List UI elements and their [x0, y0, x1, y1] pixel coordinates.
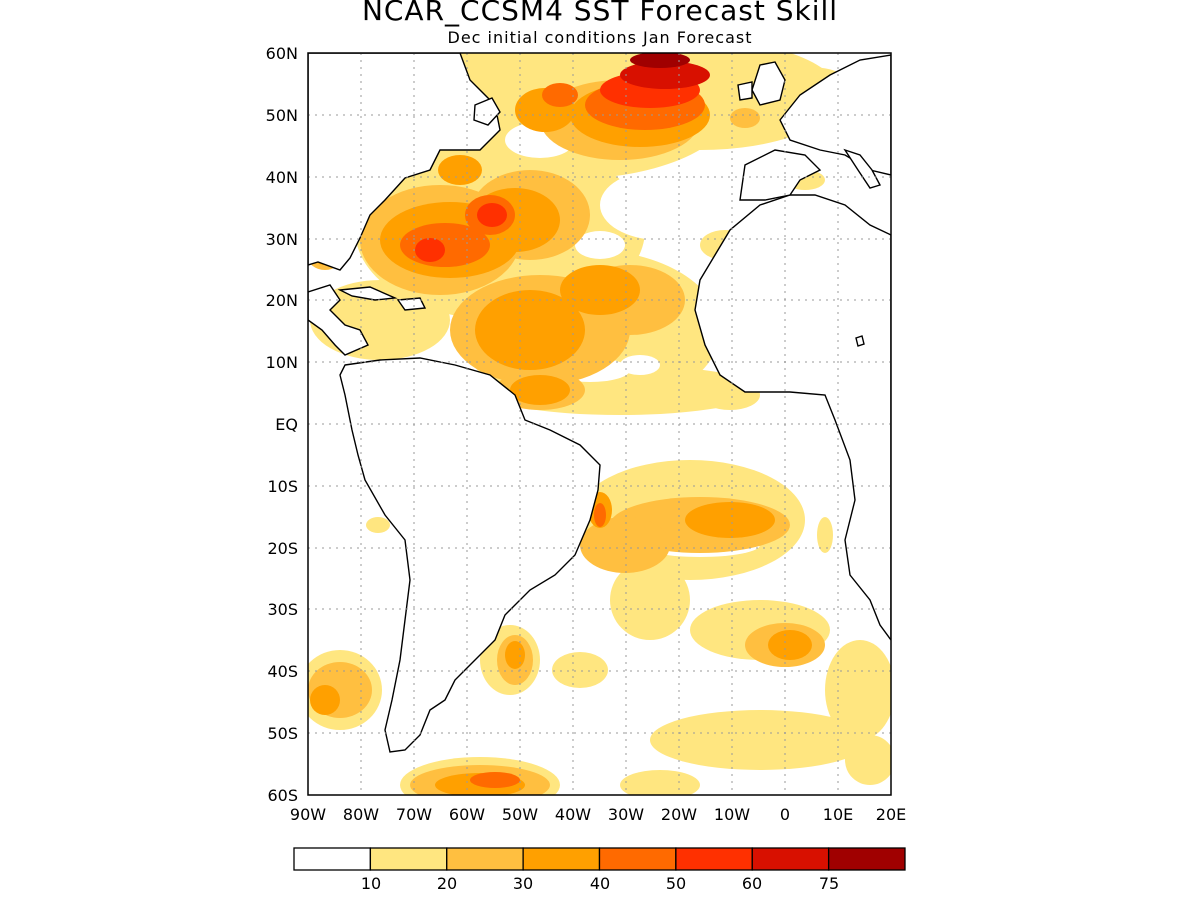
lat-label: 50S — [267, 724, 298, 743]
colorbar-label: 60 — [742, 874, 762, 893]
colorbar-swatch — [293, 847, 372, 871]
newfoundland-land — [473, 97, 501, 126]
lat-label: 30N — [266, 230, 298, 249]
lat-label: 60S — [267, 786, 298, 805]
lon-label: 90W — [290, 805, 326, 824]
colorbar-label: 20 — [437, 874, 457, 893]
colorbar-labels: 10 20 30 40 50 60 75 — [361, 874, 839, 893]
lon-label: 0 — [780, 805, 790, 824]
map-subtitle: Dec initial conditions Jan Forecast — [447, 28, 753, 47]
lat-label: 40S — [267, 662, 298, 681]
skill-level-60 — [620, 61, 710, 89]
colorbar-label: 50 — [666, 874, 686, 893]
colorbar-label: 30 — [513, 874, 533, 893]
colorbar-swatch — [522, 847, 601, 871]
colorbar-swatch — [369, 847, 448, 871]
lat-label: 40N — [266, 168, 298, 187]
longitude-axis: 90W 80W 70W 60W 50W 40W 30W 20W 10W 0 10… — [290, 805, 906, 824]
lon-label: 10W — [714, 805, 750, 824]
lat-label: 20N — [266, 291, 298, 310]
cuba-land — [337, 286, 398, 301]
lat-label: 10N — [266, 353, 298, 372]
cape-verde-land — [855, 335, 865, 347]
map-frame — [307, 52, 892, 796]
map-title: NCAR_CCSM4 SST Forecast Skill — [361, 0, 839, 27]
north-america-land — [308, 53, 501, 271]
coastlines — [308, 53, 891, 753]
lat-label: 10S — [267, 477, 298, 496]
lon-label: 40W — [555, 805, 591, 824]
lat-label: 60N — [266, 44, 298, 63]
iberia-land — [739, 149, 822, 201]
lat-label: 20S — [267, 539, 298, 558]
south-america-land — [339, 357, 601, 753]
lon-label: 70W — [396, 805, 432, 824]
lat-label: 30S — [267, 600, 298, 619]
colorbar-boxes — [293, 847, 906, 871]
lat-label: EQ — [275, 415, 298, 434]
colorbar-swatch — [751, 847, 830, 871]
colorbar-label: 75 — [819, 874, 839, 893]
europe-land — [779, 54, 891, 176]
lat-label: 50N — [266, 106, 298, 125]
hispaniola-land — [396, 297, 427, 311]
colorbar-swatch — [675, 847, 753, 871]
lon-label: 20E — [876, 805, 906, 824]
lon-label: 10E — [823, 805, 853, 824]
skill-level-75 — [630, 53, 690, 68]
lon-label: 30W — [608, 805, 644, 824]
ireland-land — [737, 81, 753, 101]
colorbar-label: 10 — [361, 874, 381, 893]
lon-label: 20W — [661, 805, 697, 824]
lon-label: 80W — [343, 805, 379, 824]
colorbar: 10 20 30 40 50 60 75 — [293, 847, 906, 893]
italy-land — [843, 148, 882, 189]
lon-label: 60W — [449, 805, 485, 824]
central-america-land — [308, 284, 369, 356]
colorbar-swatch — [446, 847, 524, 871]
grid-lines — [308, 53, 891, 795]
colorbar-swatch — [598, 847, 677, 871]
lon-label: 50W — [502, 805, 538, 824]
latitude-axis: 60N 50N 40N 30N 20N 10N EQ 10S 20S 30S 4… — [266, 44, 298, 805]
colorbar-label: 40 — [590, 874, 610, 893]
colorbar-swatch — [827, 847, 906, 871]
